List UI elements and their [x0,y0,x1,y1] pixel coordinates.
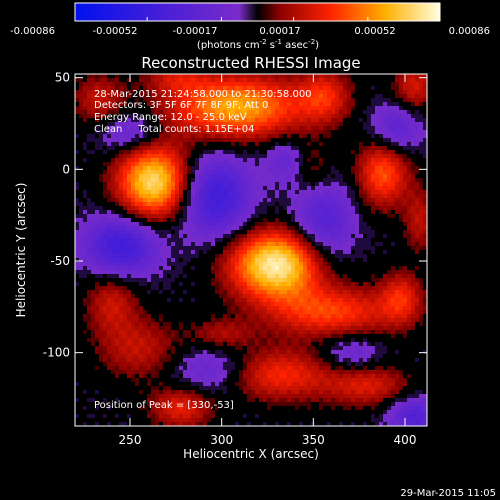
colorbar-frame [74,2,441,22]
peak-position: Position of Peak = [330,-53] [94,400,234,411]
colorbar-tick-label-1: -0.00052 [93,26,138,37]
colorbar-tick-label-5: 0.00086 [449,26,490,37]
colorbar-tick-label-0: -0.00086 [10,26,55,37]
footer-date: 29-Mar-2015 11:05 [400,488,496,499]
colorbar-tick-label-4: 0.00052 [354,26,395,37]
y-axis-label: Heliocentric Y (arcsec) [14,183,28,318]
info-detectors: Detectors: 3F 5F 6F 7F 8F 9F, Att 0 [94,100,268,111]
y-tick-label-1: 0 [62,162,70,176]
x-tick-label-2: 350 [302,433,325,447]
y-tick-label-0: 50 [55,71,70,85]
colorbar-ticks [74,17,441,21]
colorbar-tick-label-2: -0.00017 [173,26,218,37]
chart-title: Reconstructed RHESSI Image [141,54,360,72]
x-tick-label-3: 400 [394,433,417,447]
colorbar [75,3,440,21]
plot-frame [74,73,428,427]
axis-ticks: 250 300 350 400 50 0 -50 -100 [43,71,427,447]
y-tick-label-3: -100 [43,346,70,360]
colorbar-units: (photons cm-2 s-1 asec-2) [197,38,319,51]
info-energy: Energy Range: 12.0 - 25.0 keV [94,112,247,123]
colorbar-tick-label-3: 0.00017 [259,26,300,37]
heatmap-image [75,74,427,426]
info-time: 28-Mar-2015 21:24:58.000 to 21:30:58.000 [94,89,312,100]
x-axis-label: Heliocentric X (arcsec) [183,447,319,461]
y-tick-label-2: -50 [50,254,70,268]
x-tick-label-1: 300 [210,433,233,447]
info-clean: Clean Total counts: 1.15E+04 [94,124,254,135]
x-tick-label-0: 250 [119,433,142,447]
